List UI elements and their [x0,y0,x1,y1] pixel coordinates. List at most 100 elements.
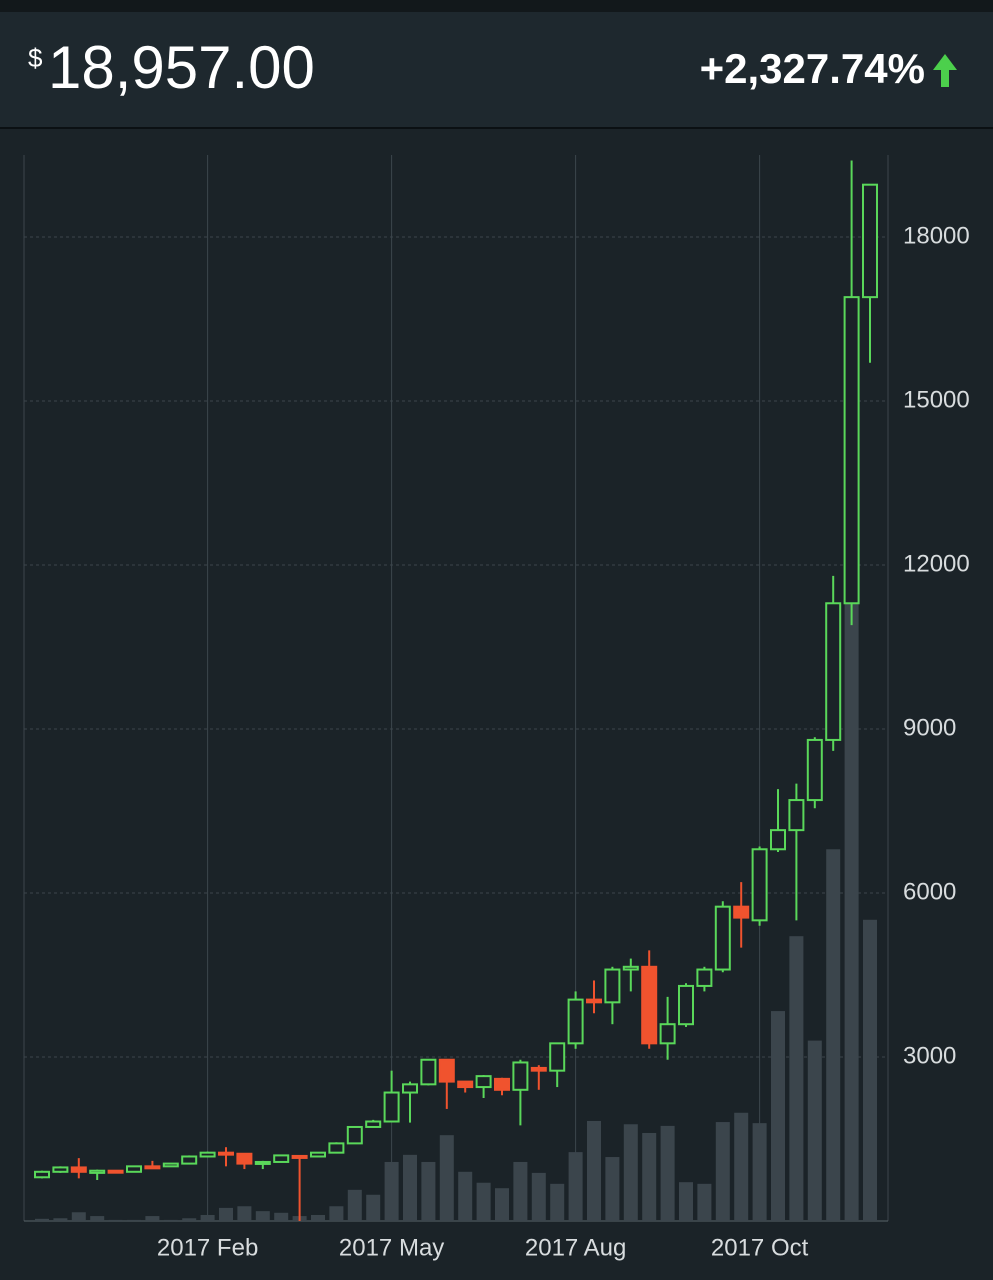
volume-bar [90,1216,105,1221]
candle-body [162,1162,179,1168]
candle-body [383,1091,400,1123]
x-tick-label: 2017 Oct [711,1234,809,1261]
candle-body [107,1169,124,1174]
candle-body [843,296,860,605]
currency: $ [28,43,43,73]
volume-bar [476,1182,491,1221]
volume-bar [531,1172,546,1221]
candle-body [273,1154,290,1163]
header [0,12,993,128]
volume-bar [697,1183,712,1221]
status-strip [0,0,993,12]
candle-body [788,799,805,832]
volume-bar [384,1161,399,1221]
candle-body [144,1165,161,1170]
candle-body [714,905,731,971]
volume-bar [127,1219,141,1221]
volume-bar [863,919,877,1221]
volume-bar [237,1206,252,1221]
volume-bar [200,1214,215,1221]
volume-bar [145,1216,160,1221]
candle-body [346,1125,363,1145]
candle-body [862,183,878,299]
candle-body [365,1120,382,1128]
x-tick-label: 2017 May [339,1234,444,1261]
candle-body [770,829,786,851]
candle-body [512,1061,529,1091]
candle-body [641,965,658,1045]
volume-bar [421,1161,436,1221]
candle-body [457,1080,474,1089]
volume-bar [163,1219,178,1221]
candle-body [751,848,768,922]
volume-bar [108,1219,123,1221]
candle-body [70,1166,87,1173]
candle-body [126,1165,142,1173]
candle-body [254,1160,271,1165]
volume-bar [71,1212,86,1221]
volume-bar [807,1040,822,1221]
volume-bar [347,1189,362,1221]
y-tick-label: 12000 [903,550,970,577]
volume-bar [255,1211,270,1221]
candle-body [310,1151,326,1158]
volume-bar [495,1188,509,1221]
candle-body [236,1152,253,1165]
candle-body [218,1151,234,1156]
y-tick-label: 3000 [903,1042,956,1069]
change: +2,327.74% [700,45,925,92]
candle-body [52,1166,69,1173]
volume-bar [587,1120,601,1221]
volume-bar [35,1218,49,1221]
candle-body [696,968,713,987]
price: 18,957.00 [48,34,315,101]
x-tick-label: 2017 Feb [157,1234,258,1261]
candle-body [328,1142,345,1154]
volume-bar [623,1124,638,1221]
candle-body [678,984,694,1026]
volume-bar [219,1207,233,1221]
volume-bar [715,1122,730,1221]
volume-bar [771,1011,785,1221]
volume-bar [458,1171,473,1221]
candle-body [806,738,823,802]
candle-body [181,1155,198,1165]
candle-body [402,1083,418,1094]
candle-body [733,905,750,919]
candle-body [825,602,842,741]
volume-bar [53,1218,68,1221]
candle-body [659,1023,676,1045]
candle-body [34,1170,50,1179]
volume-bar [734,1112,749,1221]
candle-body [622,965,639,971]
candle-body [586,998,602,1004]
candle-body [89,1169,106,1174]
y-tick-label: 18000 [903,222,970,249]
candle-body [604,968,621,1004]
candle-body [549,1042,566,1072]
candle-body [530,1066,547,1072]
candle-body [567,998,584,1045]
volume-bar [752,1123,767,1221]
y-tick-label: 15000 [903,386,970,413]
volume-bar [642,1132,657,1221]
x-tick-label: 2017 Aug [525,1234,626,1261]
volume-bar [568,1152,583,1221]
volume-bar [182,1218,197,1221]
y-tick-label: 6000 [903,878,956,905]
candle-body [420,1058,437,1086]
volume-bar [826,849,841,1221]
candle-body [475,1075,492,1089]
volume-bar [329,1206,344,1221]
up-arrow [933,54,957,87]
volume-bar [366,1194,381,1221]
candle-body [199,1151,216,1158]
volume-bar [550,1183,565,1221]
volume-bar [311,1214,325,1221]
volume-bar [844,511,859,1221]
volume-bar [403,1154,417,1221]
volume-bar [605,1157,620,1221]
volume-bar [513,1161,528,1221]
volume-bar [789,936,804,1221]
